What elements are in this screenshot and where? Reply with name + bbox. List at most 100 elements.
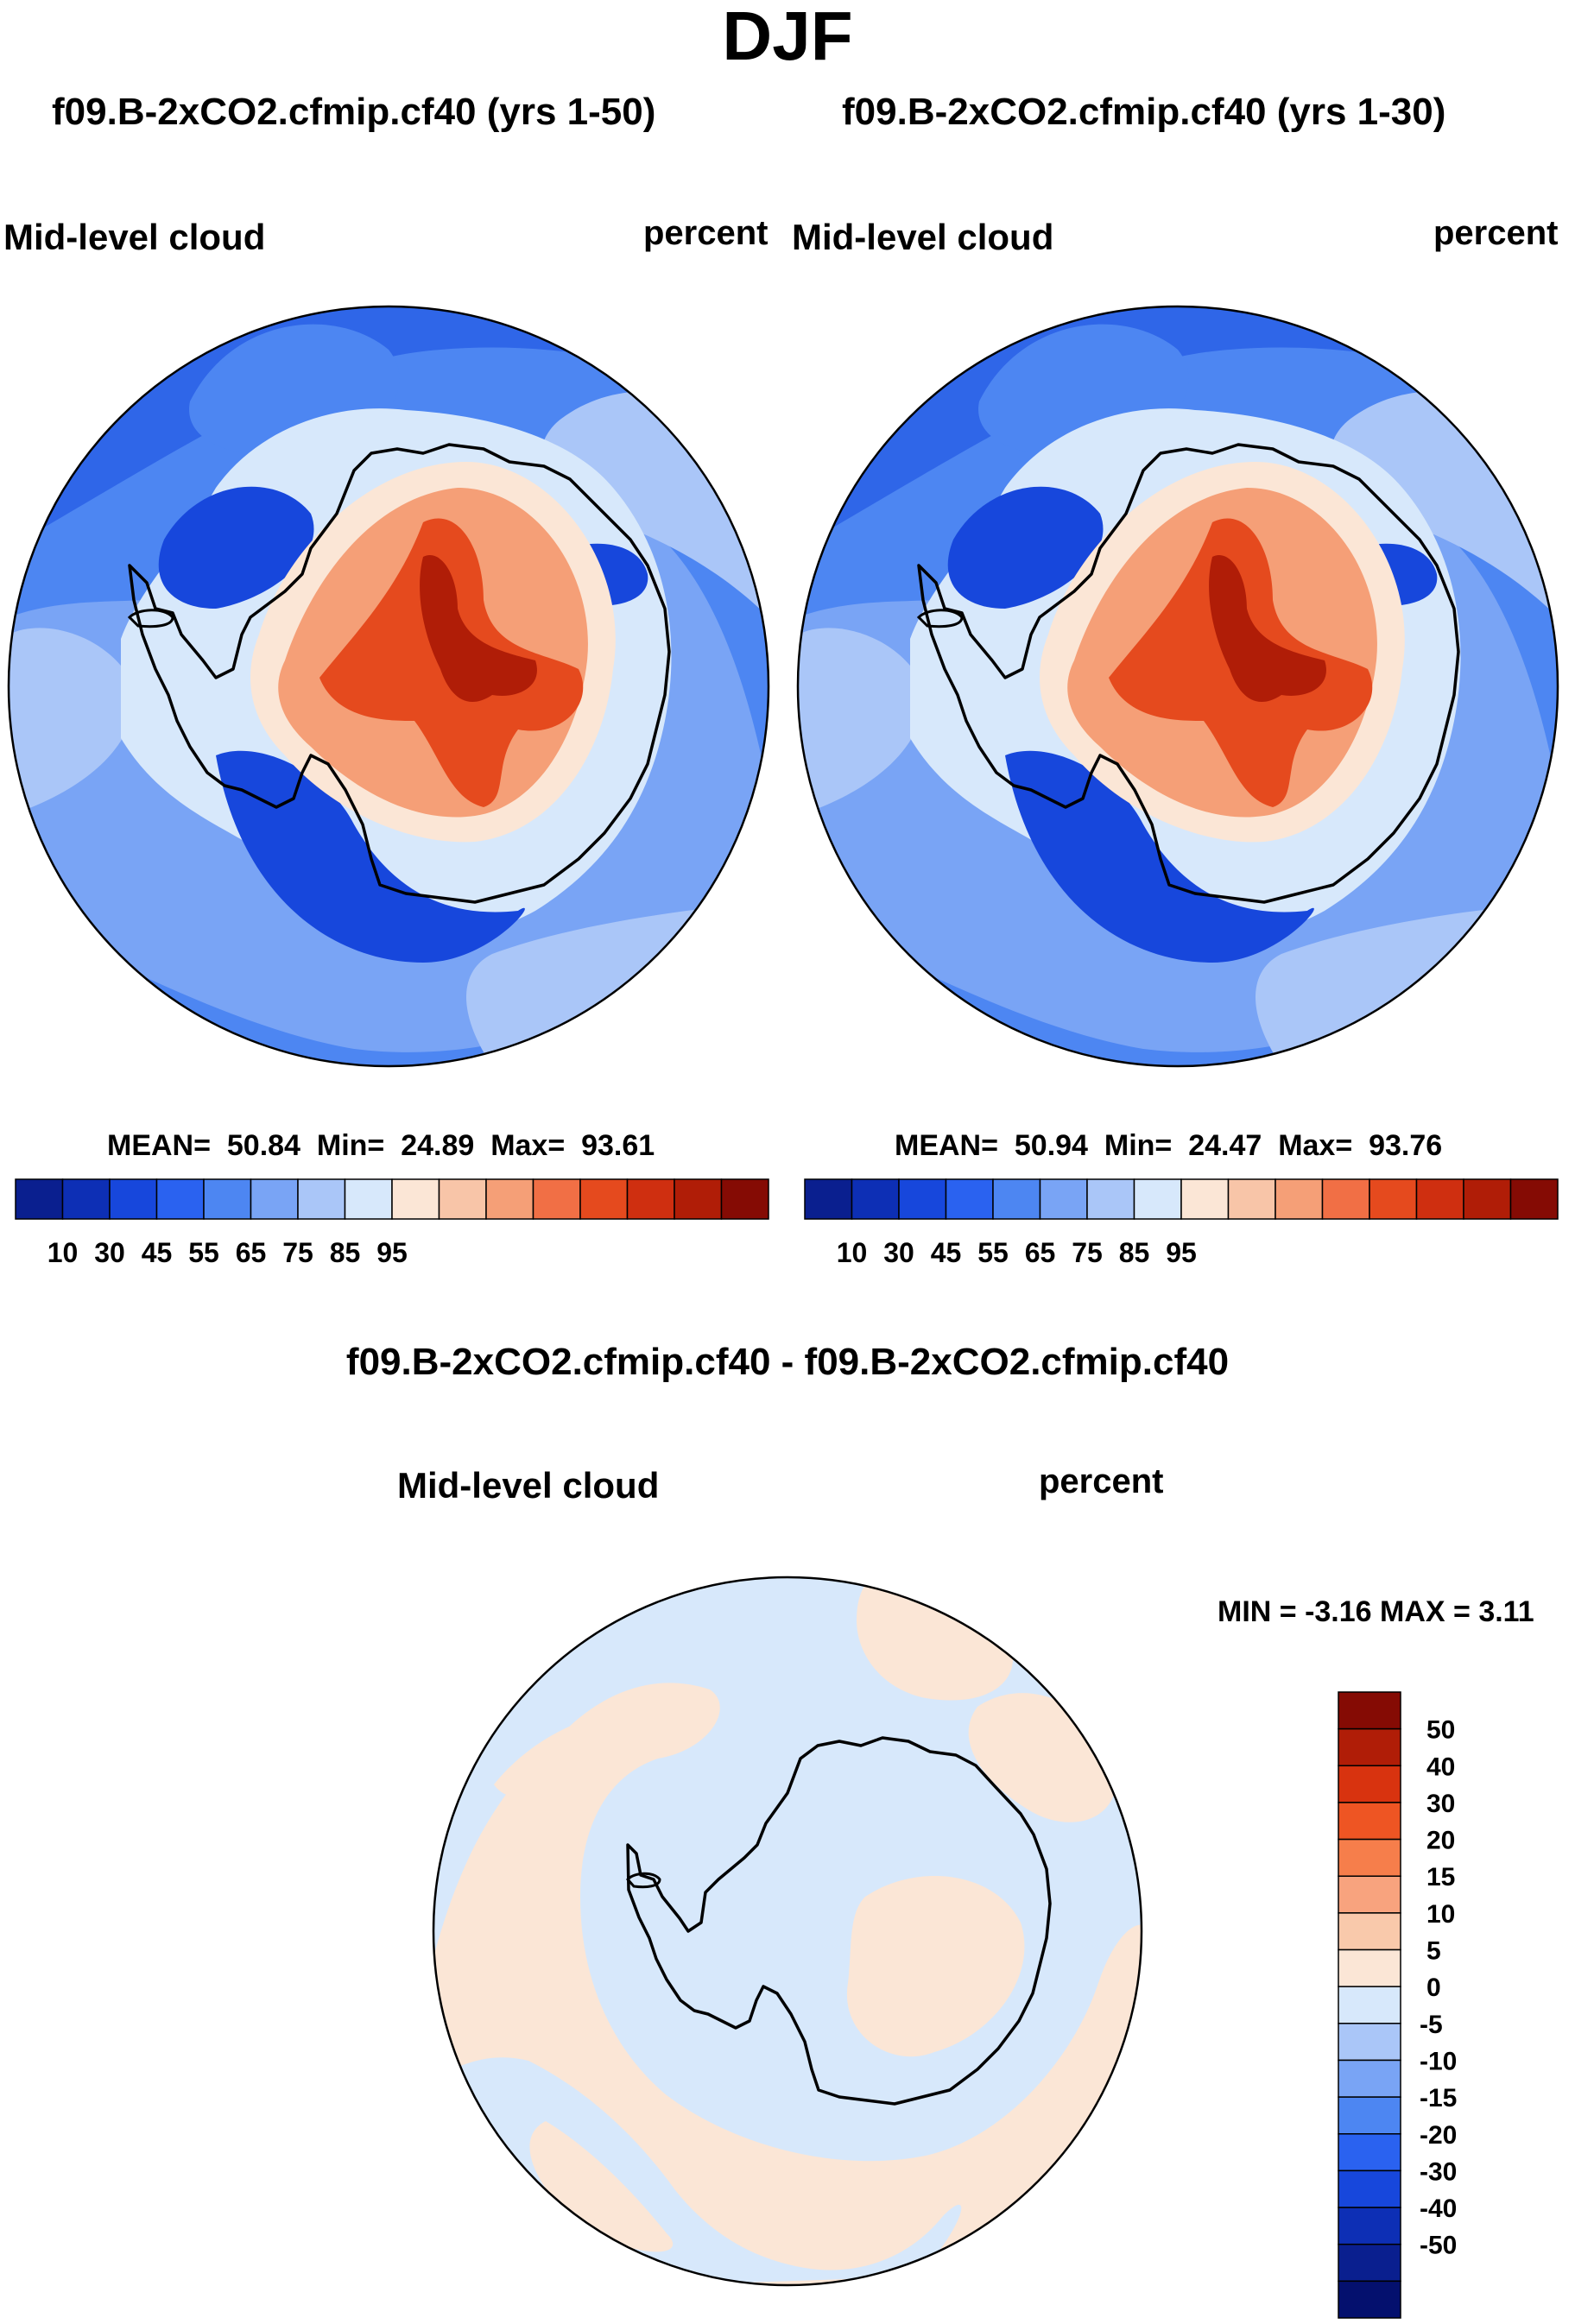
difference-colorbar-tick-label: -20 — [1420, 2121, 1457, 2150]
difference-units-label: percent — [1039, 1462, 1164, 1500]
left-colorbar-tick-label: 10 — [47, 1237, 79, 1268]
left-colorbar-swatch — [155, 1178, 205, 1220]
left-colorbar-swatch — [250, 1178, 299, 1220]
difference-colorbar-swatch — [1338, 1875, 1401, 1914]
difference-colorbar-swatch — [1338, 2096, 1401, 2135]
left-max-value: 93.61 — [581, 1129, 655, 1162]
right-min-label: Min= — [1104, 1129, 1173, 1162]
difference-colorbar-tick-label: 40 — [1426, 1752, 1455, 1781]
difference-colorbar-tick-label: 15 — [1426, 1863, 1455, 1891]
right-colorbar-swatch — [1275, 1178, 1324, 1220]
left-colorbar-swatch — [674, 1178, 723, 1220]
right-colorbar-swatch — [1133, 1178, 1182, 1220]
left-min-value: 24.89 — [401, 1129, 475, 1162]
right-colorbar-swatch — [1227, 1178, 1276, 1220]
difference-colorbar-swatch — [1338, 1691, 1401, 1730]
right-colorbar-tick-label: 75 — [1072, 1237, 1103, 1268]
difference-colorbar-swatch — [1338, 2133, 1401, 2172]
difference-colorbar-tick-label: 50 — [1426, 1716, 1455, 1745]
left-colorbar: 10 30 45 55 65 75 85 95 — [15, 1178, 769, 1268]
right-stats-line: MEAN= 50.94 Min= 24.47 Max= 93.76 — [895, 1131, 1442, 1160]
right-colorbar-swatch — [1369, 1178, 1418, 1220]
difference-colorbar-tick-label: 5 — [1426, 1937, 1441, 1966]
left-mean-label: MEAN= — [107, 1129, 211, 1162]
difference-colorbar-swatch — [1338, 2023, 1401, 2062]
left-colorbar-tick-label: 95 — [376, 1237, 408, 1268]
right-colorbar-tick-label: 45 — [931, 1237, 962, 1268]
difference-colorbar-tick-label: -50 — [1420, 2232, 1457, 2260]
right-colorbar-tick-label: 30 — [883, 1237, 914, 1268]
right-colorbar-swatch — [945, 1178, 994, 1220]
left-colorbar-swatch — [720, 1178, 769, 1220]
right-colorbar: 10 30 45 55 65 75 85 95 — [804, 1178, 1559, 1268]
right-colorbar-swatch — [1180, 1178, 1230, 1220]
right-mean-value: 50.94 — [1014, 1129, 1088, 1162]
right-colorbar-swatch — [992, 1178, 1041, 1220]
main-title: DJF — [722, 0, 853, 74]
right-colorbar-swatch — [1415, 1178, 1464, 1220]
left-colorbar-tick-label: 85 — [330, 1237, 361, 1268]
left-colorbar-swatch — [626, 1178, 675, 1220]
left-colorbar-tick-label: 75 — [282, 1237, 313, 1268]
right-variable-label: Mid-level cloud — [792, 217, 1054, 257]
right-colorbar-swatch — [851, 1178, 900, 1220]
right-colorbar-tick-label: 65 — [1025, 1237, 1056, 1268]
left-colorbar-swatch — [344, 1178, 393, 1220]
difference-colorbar-tick-label: -15 — [1420, 2084, 1457, 2112]
difference-colorbar-swatch — [1338, 1727, 1401, 1767]
left-map-border — [7, 305, 770, 1068]
difference-colorbar-swatch — [1338, 2059, 1401, 2098]
left-colorbar-tick-label: 30 — [94, 1237, 125, 1268]
difference-map — [432, 1576, 1143, 2287]
left-colorbar-swatch — [532, 1178, 581, 1220]
right-max-value: 93.76 — [1369, 1129, 1443, 1162]
left-colorbar-tick-label: 65 — [236, 1237, 267, 1268]
difference-colorbar-swatch — [1338, 1986, 1401, 2024]
difference-colorbar-tick-label: 20 — [1426, 1827, 1455, 1855]
difference-map-border — [432, 1576, 1143, 2287]
difference-colorbar-swatch — [1338, 1765, 1401, 1803]
right-min-value: 24.47 — [1188, 1129, 1262, 1162]
right-colorbar-swatch — [1463, 1178, 1512, 1220]
right-colorbar-tick-label: 55 — [977, 1237, 1009, 1268]
left-colorbar-swatch — [15, 1178, 64, 1220]
left-colorbar-swatch — [579, 1178, 629, 1220]
right-mean-label: MEAN= — [895, 1129, 998, 1162]
difference-colorbar-swatch — [1338, 1802, 1401, 1841]
difference-colorbar-swatch — [1338, 1838, 1401, 1877]
left-mean-value: 50.84 — [226, 1129, 300, 1162]
left-units-label: percent — [643, 214, 769, 252]
right-units-label: percent — [1433, 214, 1559, 252]
difference-title: f09.B-2xCO2.cfmip.cf40 - f09.B-2xCO2.cfm… — [345, 1341, 1230, 1383]
left-min-label: Min= — [316, 1129, 385, 1162]
difference-colorbar-tick-label: 0 — [1426, 1974, 1441, 2002]
right-case-title: f09.B-2xCO2.cfmip.cf40 (yrs 1-30) — [842, 91, 1446, 133]
right-colorbar-tick-label: 95 — [1166, 1237, 1197, 1268]
left-colorbar-swatch — [438, 1178, 487, 1220]
difference-colorbar-tick-label: -30 — [1420, 2157, 1457, 2186]
left-colorbar-tick-label: 55 — [188, 1237, 219, 1268]
right-map — [796, 305, 1559, 1068]
right-colorbar-tick-label: 10 — [837, 1237, 868, 1268]
difference-colorbar-tick-label: 30 — [1426, 1790, 1455, 1818]
right-colorbar-swatch — [1039, 1178, 1088, 1220]
right-colorbar-swatch — [1321, 1178, 1370, 1220]
right-colorbar-swatch — [1086, 1178, 1135, 1220]
difference-minmax-label: MIN = -3.16 MAX = 3.11 — [1218, 1595, 1534, 1628]
difference-colorbar-tick-label: 10 — [1426, 1900, 1455, 1929]
left-colorbar-swatch — [485, 1178, 534, 1220]
left-colorbar-swatch — [109, 1178, 158, 1220]
left-variable-label: Mid-level cloud — [3, 217, 266, 257]
difference-variable-label: Mid-level cloud — [397, 1465, 660, 1506]
difference-colorbar-tick-label: -10 — [1420, 2047, 1457, 2075]
difference-colorbar-swatch — [1338, 2280, 1401, 2319]
difference-colorbar-swatch — [1338, 2169, 1401, 2208]
left-colorbar-swatch — [297, 1178, 346, 1220]
difference-colorbar-swatch — [1338, 1948, 1401, 1987]
difference-colorbar-swatch — [1338, 2207, 1401, 2245]
left-colorbar-tick-label: 45 — [142, 1237, 173, 1268]
difference-colorbar-tick-label: -40 — [1420, 2195, 1457, 2223]
right-colorbar-swatch — [804, 1178, 853, 1220]
